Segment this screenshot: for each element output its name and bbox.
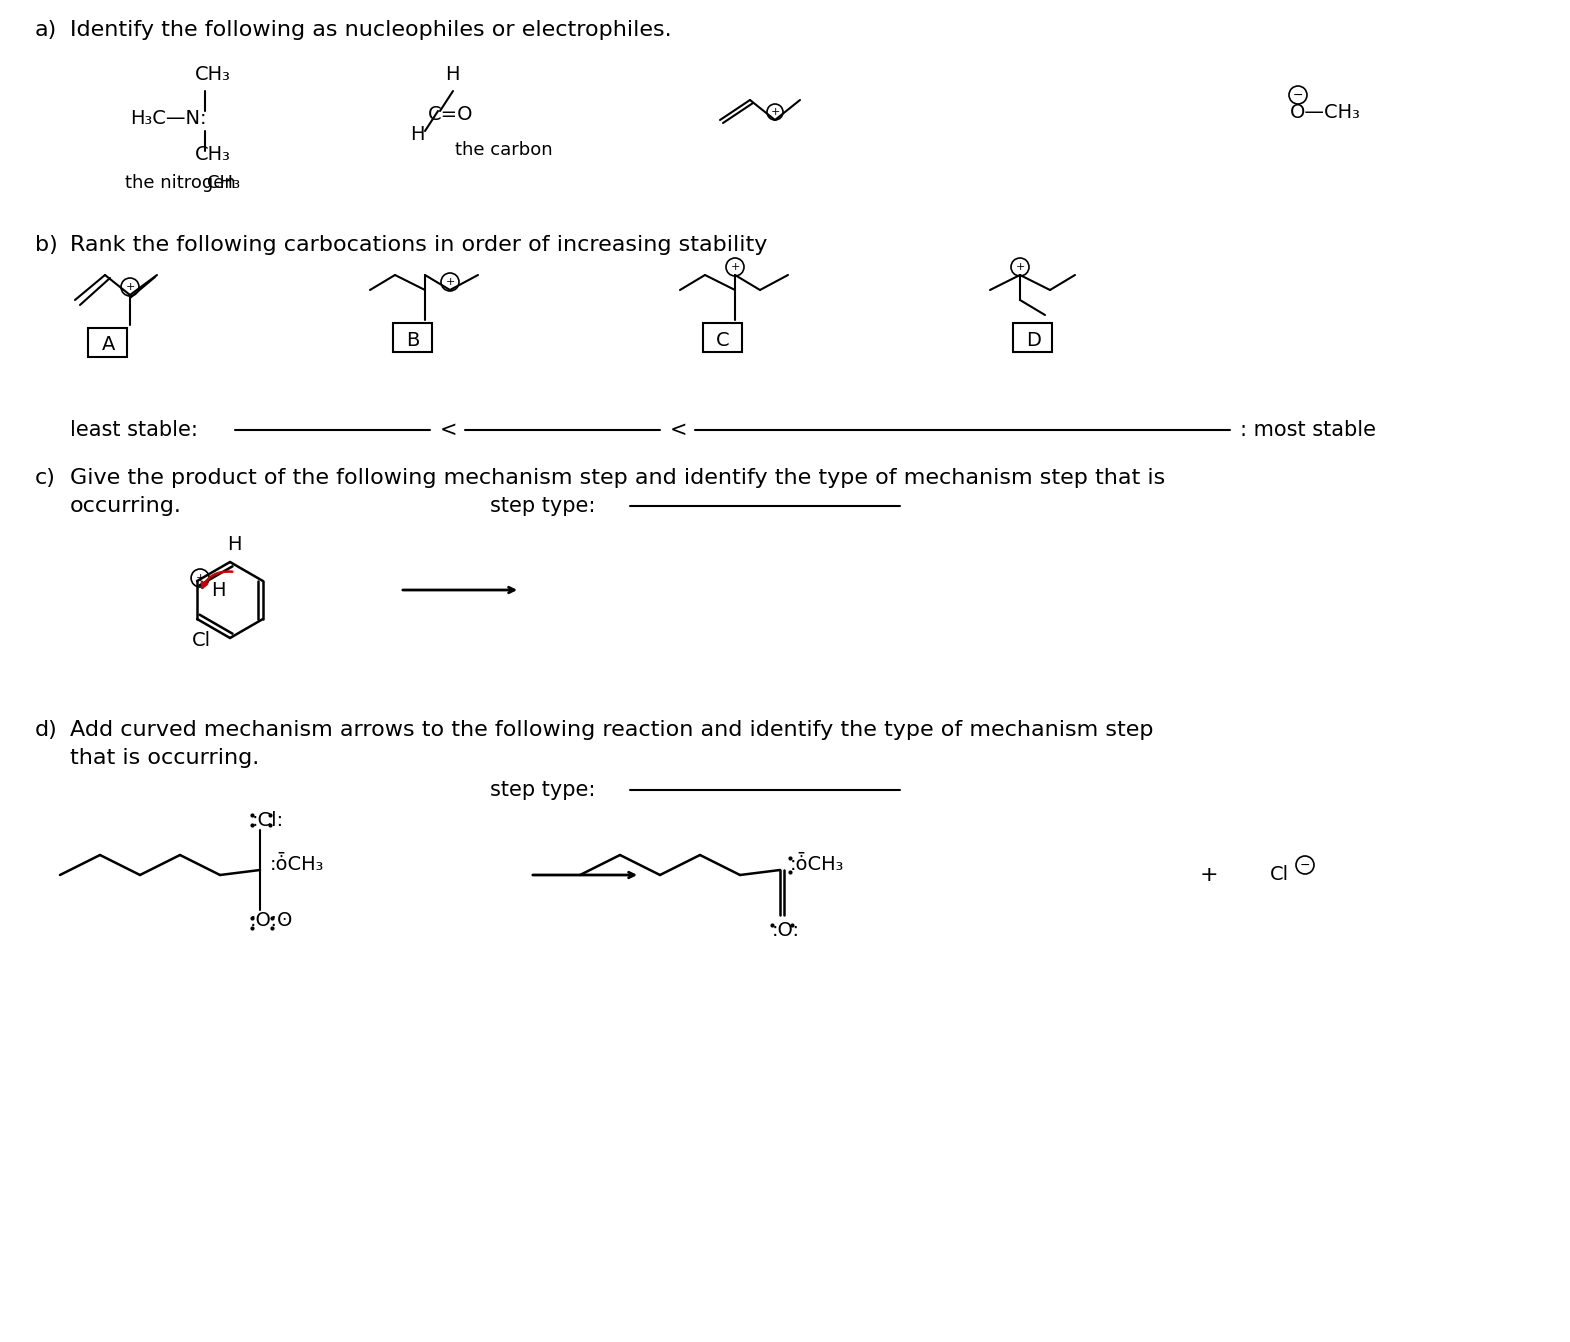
Text: C: C: [716, 330, 730, 349]
Text: :ȱCH₃: :ȱCH₃: [790, 855, 845, 875]
Text: H: H: [410, 126, 424, 145]
Text: CH₃: CH₃: [207, 174, 240, 192]
Text: :O:: :O:: [772, 921, 801, 939]
Text: :O:ʘ: :O:ʘ: [250, 910, 294, 930]
Text: :Cl:: :Cl:: [253, 811, 284, 829]
Text: H: H: [444, 66, 460, 85]
Text: Identify the following as nucleophiles or electrophiles.: Identify the following as nucleophiles o…: [71, 20, 672, 40]
Text: that is occurring.: that is occurring.: [71, 747, 259, 768]
Text: Cl: Cl: [1270, 866, 1289, 884]
Text: b): b): [35, 235, 58, 255]
Text: O—CH₃: O—CH₃: [1291, 102, 1361, 122]
Text: CH₃: CH₃: [195, 66, 231, 85]
Text: +: +: [1199, 866, 1218, 884]
Text: c): c): [35, 468, 57, 488]
Text: +: +: [126, 282, 135, 293]
Text: Add curved mechanism arrows to the following reaction and identify the type of m: Add curved mechanism arrows to the follo…: [71, 721, 1154, 739]
Text: A: A: [102, 336, 115, 354]
Text: the nitrogen: the nitrogen: [126, 174, 236, 192]
Text: a): a): [35, 20, 57, 40]
Text: D: D: [1027, 330, 1041, 349]
Text: CH₃: CH₃: [195, 145, 231, 165]
FancyBboxPatch shape: [703, 323, 743, 352]
Text: occurring.: occurring.: [71, 497, 182, 517]
Text: +: +: [195, 573, 204, 582]
Text: Rank the following carbocations in order of increasing stability: Rank the following carbocations in order…: [71, 235, 768, 255]
Text: step type:: step type:: [490, 780, 595, 800]
Text: −: −: [1292, 89, 1303, 102]
Text: : most stable: : most stable: [1240, 420, 1375, 440]
Text: <: <: [440, 420, 457, 440]
Text: Cl: Cl: [192, 632, 212, 651]
Text: −: −: [1300, 859, 1311, 871]
Text: step type:: step type:: [490, 497, 595, 517]
Text: d): d): [35, 721, 58, 739]
Text: +: +: [1016, 262, 1025, 272]
Text: C=O: C=O: [429, 106, 474, 125]
Text: H: H: [228, 534, 242, 553]
FancyBboxPatch shape: [88, 327, 127, 357]
Text: B: B: [407, 330, 419, 349]
FancyBboxPatch shape: [1013, 323, 1052, 352]
Text: +: +: [446, 276, 455, 287]
Text: Give the product of the following mechanism step and identify the type of mechan: Give the product of the following mechan…: [71, 468, 1165, 488]
Text: <: <: [670, 420, 688, 440]
Text: +: +: [771, 107, 780, 117]
Text: H: H: [210, 581, 226, 600]
FancyBboxPatch shape: [392, 323, 432, 352]
Text: :ȱCH₃: :ȱCH₃: [270, 855, 325, 875]
Text: H₃C—N:: H₃C—N:: [130, 110, 207, 129]
Text: the carbon: the carbon: [455, 141, 553, 158]
Text: +: +: [730, 262, 739, 272]
Text: least stable:: least stable:: [71, 420, 198, 440]
